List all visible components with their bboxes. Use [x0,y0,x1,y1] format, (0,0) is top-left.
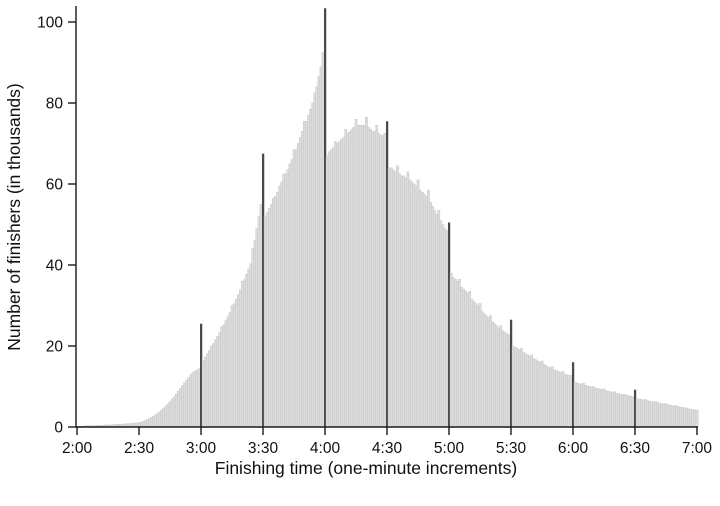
histogram-bar [695,409,699,428]
histogram-bar-round-time-spike [261,153,265,428]
histogram-bar-round-time-spike [571,362,575,427]
histogram-bar-round-time-spike [323,8,327,427]
axes-group: 0 20 40 60 80 100 2:00 2:30 3:00 3:30 4:00 4:30 5:00… [37,6,712,457]
bars-group [75,8,699,428]
histogram-bar [197,368,201,428]
histogram-bar [321,52,325,428]
y-tick-label: 60 [46,177,64,194]
x-tick-label: 5:30 [496,440,527,457]
y-tick-label: 40 [46,258,64,275]
histogram-bar-round-time-spike [509,319,513,427]
x-tick-label: 5:00 [434,440,465,457]
histogram-bar [631,396,635,428]
x-tick-label: 4:00 [310,440,341,457]
histogram-bar-round-time-spike [199,323,203,427]
histogram-bar-round-time-spike [385,121,389,427]
y-axis-title: Number of finishers (in thousands) [4,83,24,350]
histogram-bar [507,334,511,428]
histogram-bar [383,133,387,428]
x-tick-label: 2:30 [124,440,155,457]
y-tick-label: 20 [46,339,64,356]
x-tick-label: 2:00 [62,440,93,457]
histogram-bar [569,375,573,428]
x-tick-label: 6:30 [620,440,651,457]
x-tick-label: 3:00 [186,440,217,457]
histogram-bar-round-time-spike [633,389,637,427]
y-tick-label: 0 [54,420,63,437]
y-tick-label: 100 [37,15,63,32]
histogram-bar [259,204,263,428]
x-tick-label: 6:00 [558,440,589,457]
y-tick-label: 80 [46,96,64,113]
x-axis-title: Finishing time (one-minute increments) [215,458,517,478]
histogram-bar-round-time-spike [447,222,451,427]
x-tick-label: 3:30 [248,440,279,457]
x-tick-label: 7:00 [682,440,713,457]
x-tick-label: 4:30 [372,440,403,457]
histogram-bar [445,230,449,428]
